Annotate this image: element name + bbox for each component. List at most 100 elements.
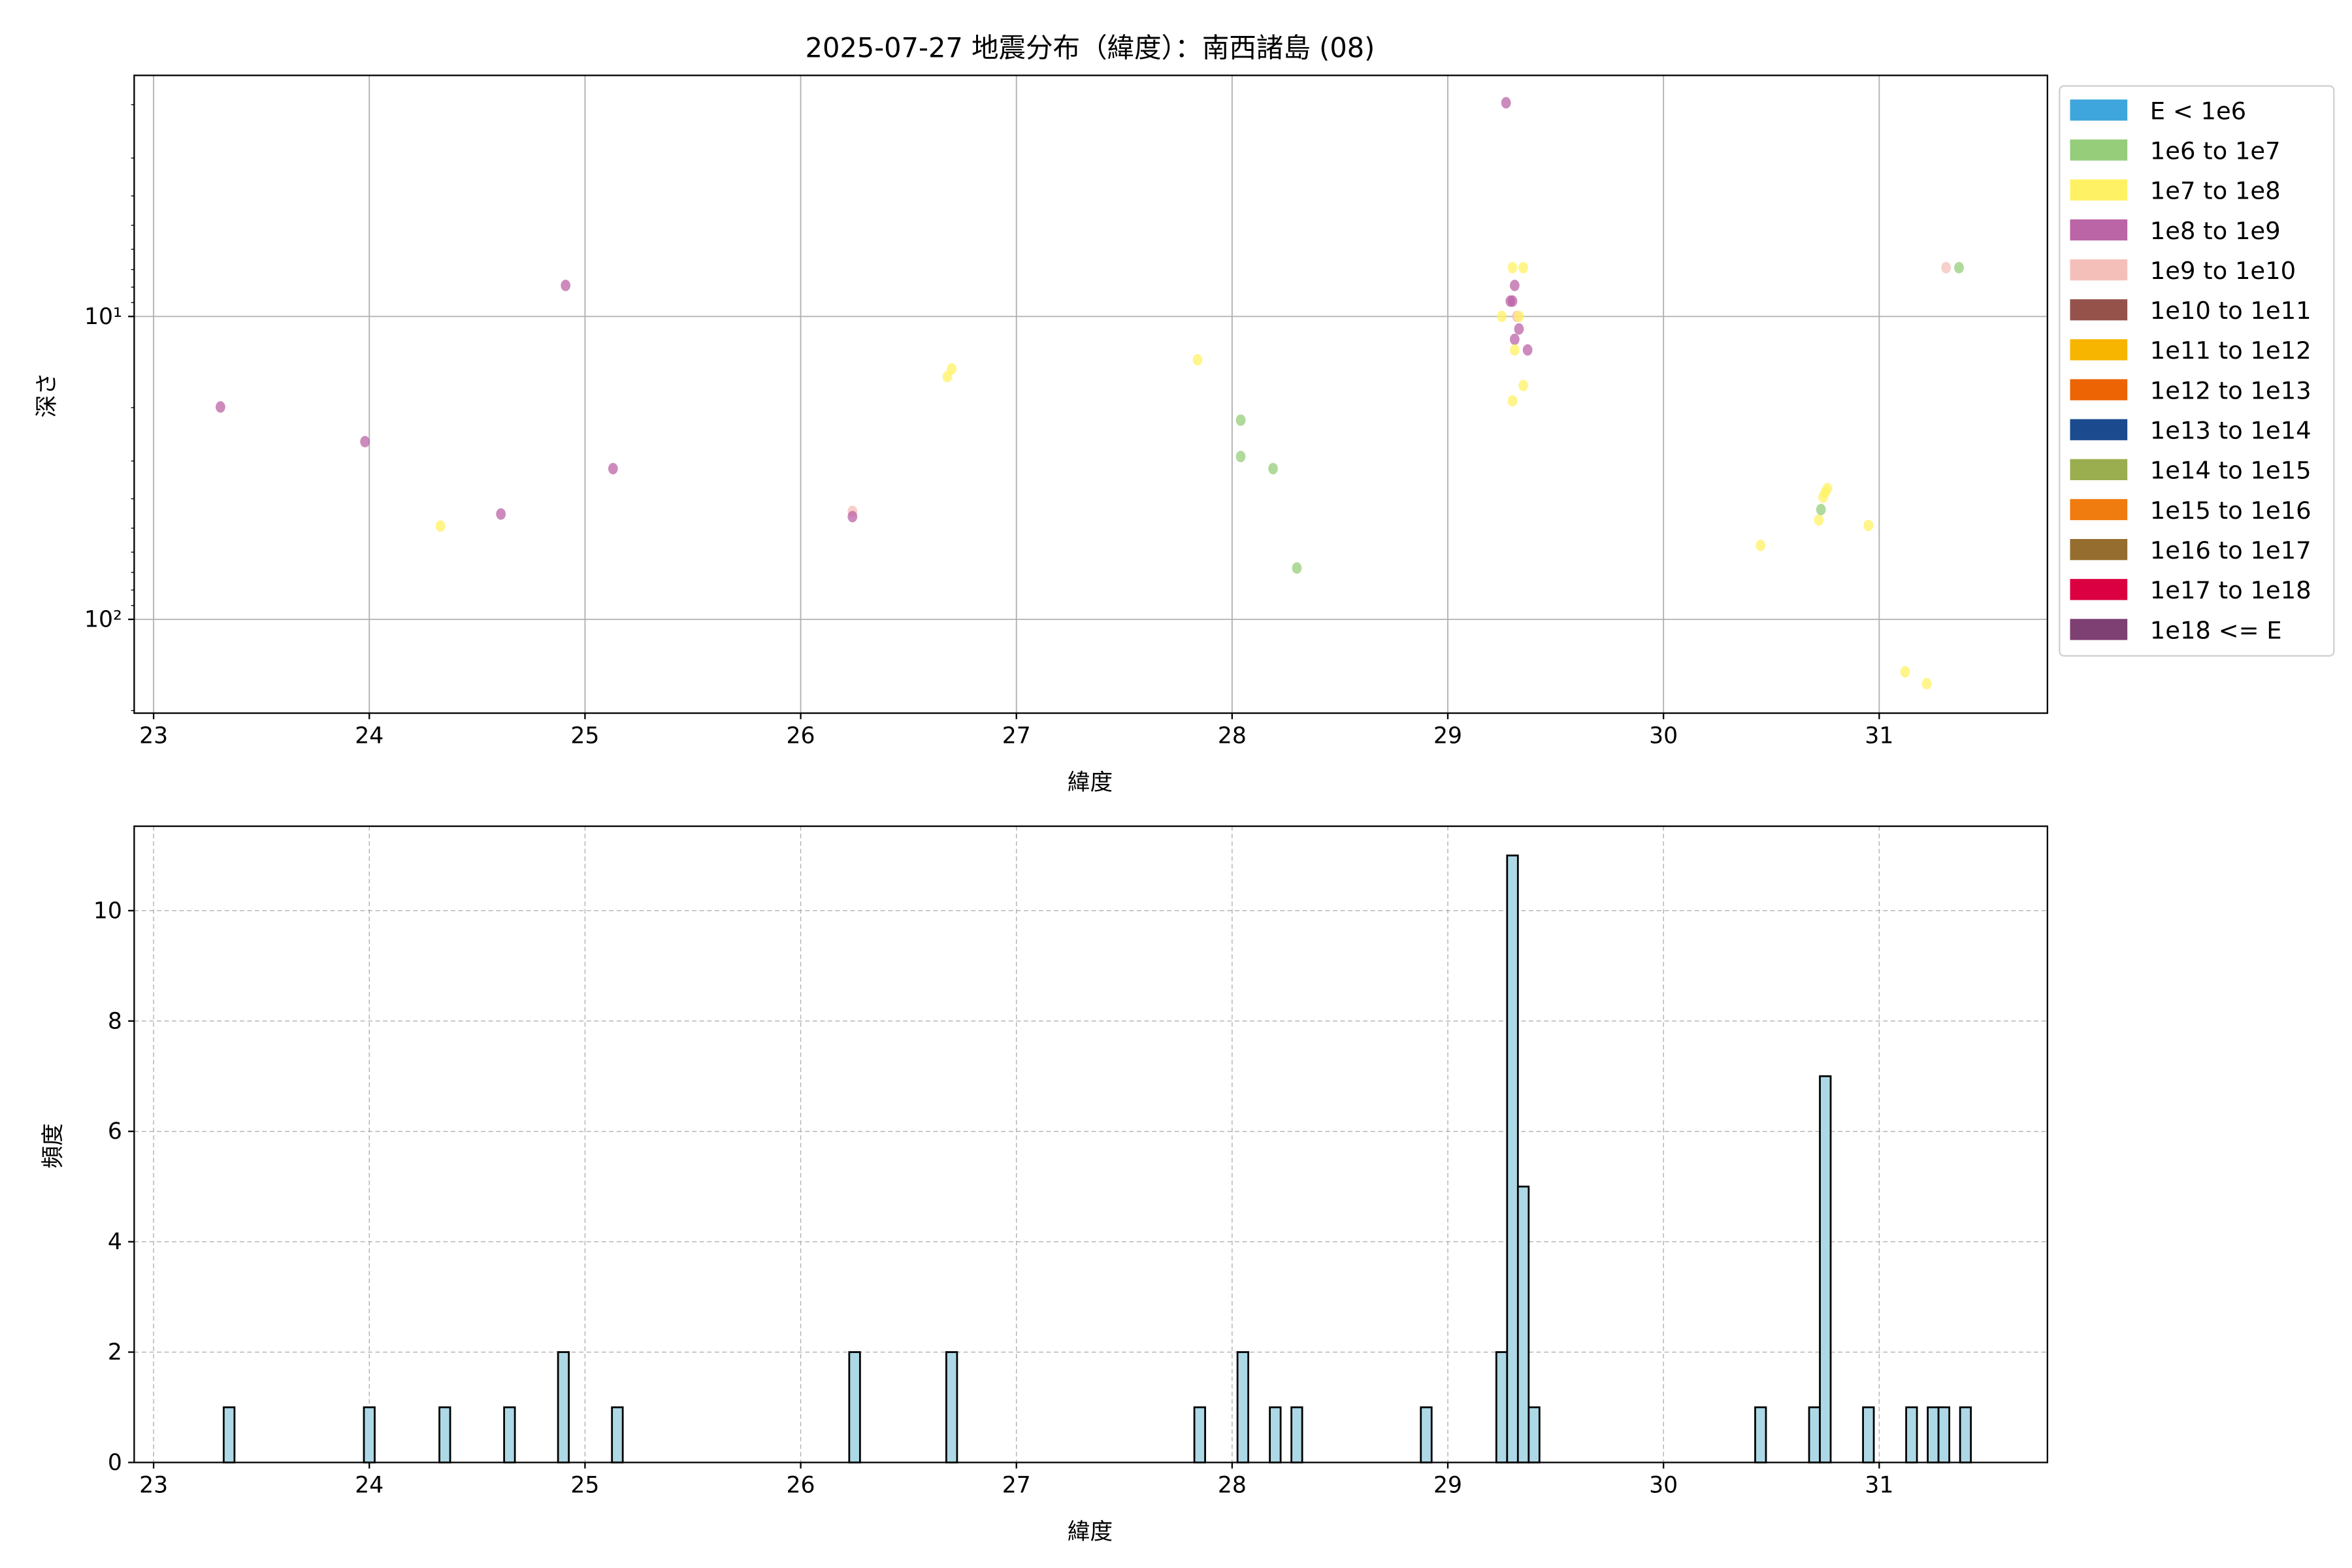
- data-point: [608, 463, 618, 475]
- legend-label: 1e6 to 1e7: [2150, 137, 2281, 165]
- histogram-bar: [848, 1351, 861, 1463]
- data-point: [1863, 519, 1874, 532]
- data-point: [1268, 463, 1278, 475]
- histogram-bar: [503, 1406, 516, 1463]
- data-point: [1509, 344, 1520, 356]
- data-point: [1507, 261, 1518, 274]
- scatter-y-label: 深さ: [34, 372, 60, 417]
- legend-label: 1e11 to 1e12: [2150, 336, 2311, 365]
- histogram-bar: [1193, 1406, 1206, 1463]
- histogram-bar: [1819, 1075, 1832, 1463]
- legend-label: 1e8 to 1e9: [2150, 217, 2281, 245]
- legend-label: 1e7 to 1e8: [2150, 177, 2281, 205]
- data-point: [1756, 540, 1766, 551]
- legend-box: [2059, 85, 2335, 657]
- data-point: [1235, 414, 1246, 426]
- legend-swatch: [2070, 299, 2128, 321]
- legend-swatch: [2070, 539, 2128, 561]
- histogram-bar: [1937, 1406, 1951, 1463]
- data-point: [1501, 97, 1511, 109]
- histogram-bar: [611, 1406, 624, 1463]
- x-tick-label: 31: [1865, 723, 1893, 749]
- data-point: [1507, 295, 1518, 307]
- histogram-bar: [1527, 1406, 1541, 1463]
- x-tick-label: 29: [1433, 723, 1462, 749]
- x-tick-label: 30: [1649, 1473, 1678, 1499]
- histogram-bar: [1495, 1351, 1509, 1463]
- x-tick-label: 27: [1002, 1473, 1031, 1499]
- y-tick-label: 10¹: [84, 304, 122, 330]
- legend-swatch: [2070, 579, 2128, 600]
- legend-label: 1e15 to 1e16: [2150, 497, 2311, 525]
- histogram-bar: [1506, 854, 1519, 1463]
- x-tick-label: 23: [139, 723, 168, 749]
- histogram-bar: [1236, 1351, 1250, 1463]
- legend-swatch: [2070, 379, 2128, 400]
- histogram-bar: [1516, 1185, 1530, 1463]
- histogram-bar: [1862, 1406, 1875, 1463]
- plot-frame: [133, 825, 2048, 1463]
- x-tick-label: 24: [355, 723, 384, 749]
- legend-label: 1e12 to 1e13: [2150, 376, 2311, 404]
- legend-swatch: [2070, 498, 2128, 521]
- legend-label: 1e9 to 1e10: [2150, 257, 2296, 285]
- data-point: [1941, 261, 1952, 274]
- histogram-bar: [1420, 1406, 1433, 1463]
- data-point: [561, 280, 571, 291]
- data-point: [847, 510, 858, 523]
- x-tick-label: 28: [1218, 723, 1247, 749]
- data-point: [1814, 514, 1824, 526]
- x-tick-label: 26: [787, 1473, 815, 1499]
- histogram-bar: [945, 1351, 958, 1463]
- data-point: [1235, 450, 1246, 463]
- data-point: [1192, 353, 1203, 366]
- x-tick-label: 28: [1218, 1473, 1247, 1499]
- histogram-x-label: 緯度: [1068, 1519, 1113, 1545]
- legend-label: 1e13 to 1e14: [2150, 417, 2311, 445]
- histogram-bar: [1927, 1406, 1940, 1463]
- histogram-y-label: 頻度: [40, 1123, 66, 1168]
- data-point: [496, 508, 506, 520]
- data-point: [1507, 395, 1518, 407]
- histogram-bar: [1269, 1406, 1282, 1463]
- chart-title: 2025-07-27 地震分布（緯度）：南西諸島 (08): [806, 32, 1375, 64]
- data-point: [947, 363, 957, 375]
- legend-label: 1e10 to 1e11: [2150, 297, 2311, 325]
- legend-label: 1e17 to 1e18: [2150, 576, 2311, 604]
- histogram-bar: [1754, 1406, 1767, 1463]
- data-point: [1497, 310, 1507, 323]
- histogram-bar: [223, 1406, 236, 1463]
- legend-swatch: [2070, 139, 2128, 161]
- x-tick-label: 27: [1002, 723, 1031, 749]
- data-point: [1822, 483, 1833, 495]
- legend-swatch: [2070, 259, 2128, 281]
- data-point: [1514, 323, 1524, 335]
- x-tick-label: 29: [1433, 1473, 1462, 1499]
- scatter-plot: 23 24 25 26 27 28 29 30 31 10¹ 10²: [84, 74, 2048, 749]
- histogram-bar: [438, 1406, 451, 1463]
- data-point: [1518, 261, 1528, 274]
- legend-swatch: [2070, 459, 2128, 480]
- legend-swatch: [2070, 419, 2128, 440]
- data-point: [435, 520, 446, 532]
- legend-swatch: [2070, 339, 2128, 361]
- legend-swatch: [2070, 99, 2128, 121]
- scatter-x-label: 緯度: [1068, 770, 1113, 796]
- data-point: [1816, 504, 1826, 515]
- legend-swatch: [2070, 219, 2128, 241]
- histogram-bar: [1905, 1406, 1918, 1463]
- legend-swatch: [2070, 179, 2128, 201]
- data-point: [1522, 344, 1533, 356]
- y-tick-label: 10²: [84, 607, 122, 633]
- histogram-bar: [1290, 1406, 1303, 1463]
- x-tick-label: 25: [570, 723, 599, 749]
- legend-label: 1e14 to 1e15: [2150, 457, 2311, 485]
- histogram-bar: [1959, 1406, 1972, 1463]
- data-point: [1514, 310, 1524, 323]
- data-point: [216, 401, 225, 413]
- y-tick-label: 6: [108, 1119, 122, 1145]
- x-tick-label: 24: [355, 1473, 384, 1499]
- x-tick-label: 25: [570, 1473, 599, 1499]
- y-tick-label: 8: [108, 1008, 122, 1034]
